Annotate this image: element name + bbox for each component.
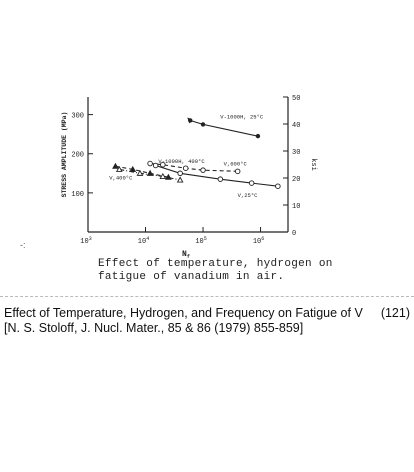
series-annotation: V,25°C [238, 192, 259, 199]
y-axis-title: STRESS AMPLITUDE (MPa) [61, 112, 68, 198]
series-line [119, 168, 181, 181]
fatigue-chart: 100 200 300 0 10 20 30 40 50 103 104 105 106 STRESS A… [61, 95, 317, 260]
x-tick-label: 103 [80, 236, 91, 246]
chart-series [112, 117, 281, 189]
x-tick-label: 104 [138, 236, 149, 246]
chart-svg: 100 200 300 0 10 20 30 40 50 103 104 105 106 STRESS A… [61, 95, 317, 260]
reference-citation: [N. S. Stoloff, J. Nucl. Mater., 85 & 86… [4, 321, 304, 335]
y-left-tick-label: 300 [71, 113, 84, 121]
data-point [275, 183, 281, 189]
series-annotation: V,600°C [224, 160, 248, 167]
series-line [155, 164, 278, 187]
y-left-tick-label: 200 [71, 152, 84, 160]
data-point [200, 122, 206, 127]
figure-caption-line-1: Effect of temperature, hydrogen on [98, 258, 333, 270]
data-point [147, 160, 153, 167]
y-right-tick-label: 30 [292, 149, 300, 157]
data-point [255, 133, 261, 139]
data-point [112, 162, 119, 169]
data-point [177, 170, 183, 177]
chart-axes: 100 200 300 0 10 20 30 40 50 103 104 105 106 STRESS A… [61, 95, 317, 260]
data-point [234, 168, 241, 175]
series-annotation: V-1000H, 25°C [220, 113, 264, 120]
y-right-tick-label: 20 [292, 176, 300, 184]
reference-title: Effect of Temperature, Hydrogen, and Fre… [4, 306, 363, 320]
y-axis-right-title: ksi [309, 158, 317, 171]
data-point [200, 167, 206, 173]
data-point [160, 161, 166, 168]
data-point [146, 169, 154, 176]
chart-labels: V-1000H, 25°C V-1000H, 400°C V,600°C V,400°… [109, 113, 264, 199]
data-point [159, 172, 167, 179]
y-right-tick-label: 0 [292, 230, 296, 238]
series-line [115, 165, 169, 178]
x-tick-label: 106 [253, 236, 264, 246]
series-annotation: V,400°C [109, 174, 133, 181]
data-point [217, 176, 224, 182]
data-point [115, 165, 123, 172]
x-tick-label: 105 [195, 236, 206, 246]
figure-caption-line-2: fatigue of vanadium in air. [98, 271, 285, 283]
y-left-tick-label: 100 [71, 191, 84, 199]
x-axis-title: Nf [182, 250, 190, 260]
stray-mark: -: [20, 240, 26, 250]
series-annotation: V-1000H, 400°C [158, 158, 205, 165]
arrow-head [187, 117, 193, 124]
reference-number: (121) [380, 306, 410, 320]
data-point [152, 162, 159, 169]
data-point [182, 165, 189, 171]
y-right-tick-label: 50 [292, 95, 300, 103]
data-point [176, 176, 184, 183]
divider [0, 296, 414, 297]
data-point [248, 180, 255, 186]
data-point [136, 169, 144, 176]
y-right-tick-label: 10 [292, 203, 300, 211]
series-line [190, 119, 259, 137]
y-right-tick-label: 40 [292, 122, 300, 130]
